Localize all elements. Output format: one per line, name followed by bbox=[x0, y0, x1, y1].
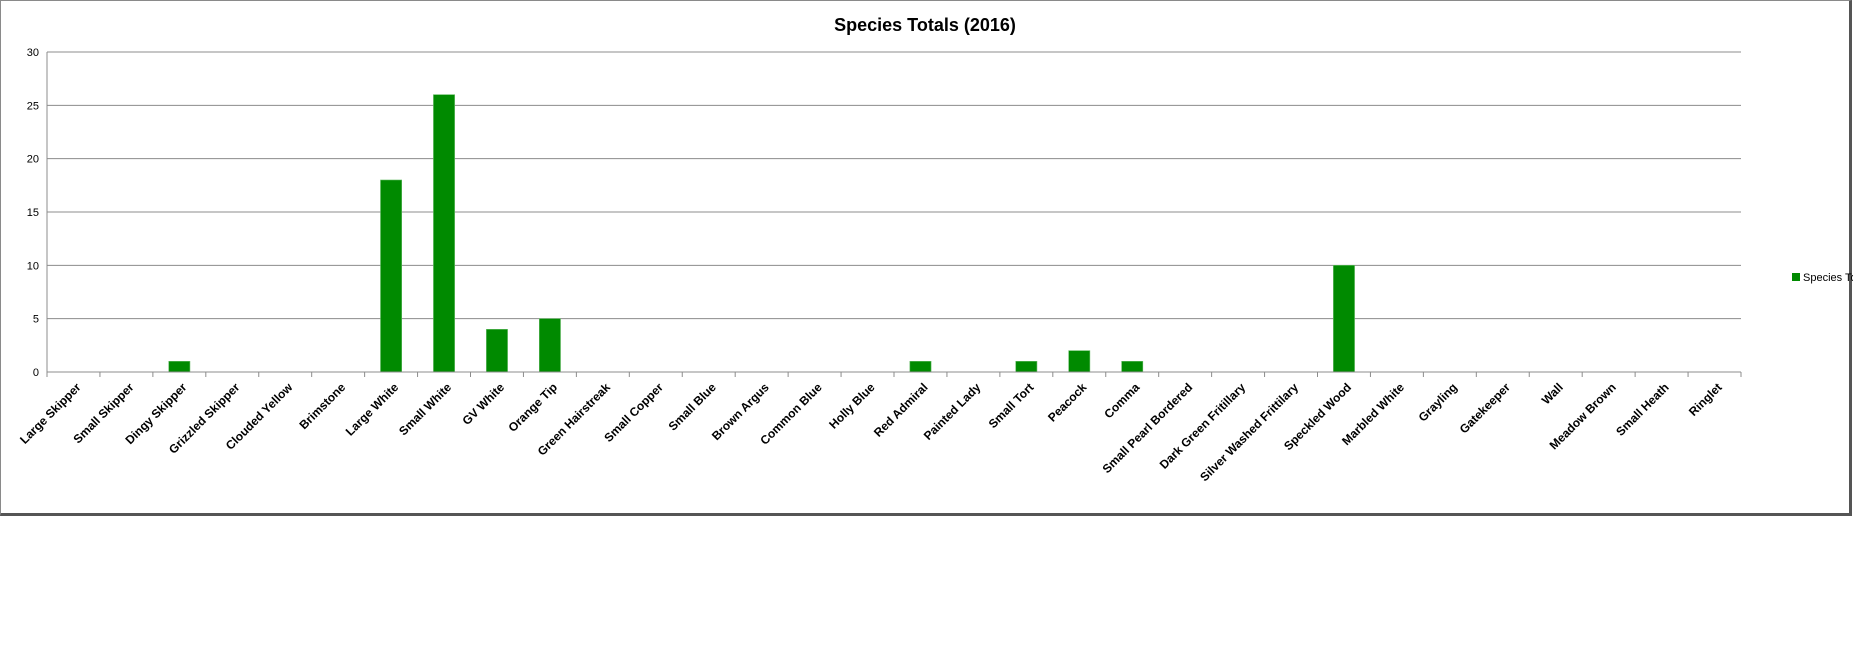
x-tick-label: Wall bbox=[1539, 380, 1566, 407]
bar bbox=[486, 329, 508, 373]
x-tick-label: Orange Tip bbox=[505, 380, 560, 435]
x-tick-label: Grayling bbox=[1416, 380, 1460, 424]
x-tick-label: Holly Blue bbox=[826, 380, 878, 432]
y-tick-label: 0 bbox=[33, 367, 39, 379]
y-tick-label: 15 bbox=[27, 207, 39, 219]
y-tick-label: 30 bbox=[27, 47, 39, 59]
chart-title: Species Totals (2016) bbox=[834, 15, 1016, 35]
y-tick-label: 10 bbox=[27, 260, 39, 272]
x-tick-label: GV White bbox=[459, 380, 507, 428]
bar bbox=[909, 361, 932, 373]
x-tick-label: Small White bbox=[396, 380, 454, 438]
legend-swatch bbox=[1792, 273, 1800, 281]
bar bbox=[168, 361, 191, 373]
bar bbox=[539, 318, 561, 373]
y-tick-label: 5 bbox=[33, 314, 39, 326]
bar bbox=[1333, 265, 1355, 373]
bar bbox=[380, 179, 402, 373]
x-tick-label: Comma bbox=[1101, 380, 1142, 421]
x-tick-label: Peacock bbox=[1045, 380, 1090, 425]
x-tick-label: Small Pearl Bordered bbox=[1100, 380, 1196, 476]
legend: Species Totals bbox=[1792, 272, 1853, 284]
y-tick-label: 20 bbox=[27, 154, 39, 166]
x-tick-label: Gatekeeper bbox=[1457, 380, 1513, 436]
bar bbox=[1068, 350, 1091, 373]
x-tick-label: Small Tort bbox=[986, 380, 1037, 431]
legend-label: Species Totals bbox=[1803, 272, 1853, 284]
x-tick-label: Silver Washed Frittilary bbox=[1197, 380, 1301, 484]
y-tick-label: 25 bbox=[27, 100, 39, 112]
x-tick-label: Ringlet bbox=[1686, 380, 1725, 419]
x-tick-label: Brimstone bbox=[296, 380, 348, 432]
bar bbox=[1015, 361, 1038, 373]
bar bbox=[433, 94, 455, 373]
x-tick-label: Small Heath bbox=[1613, 380, 1671, 438]
bar bbox=[1121, 361, 1144, 373]
chart-area bbox=[0, 0, 1852, 516]
x-tick-label: Painted Lady bbox=[921, 380, 984, 443]
x-tick-label: Large White bbox=[343, 380, 402, 439]
x-tick-label: Small Blue bbox=[666, 380, 720, 434]
